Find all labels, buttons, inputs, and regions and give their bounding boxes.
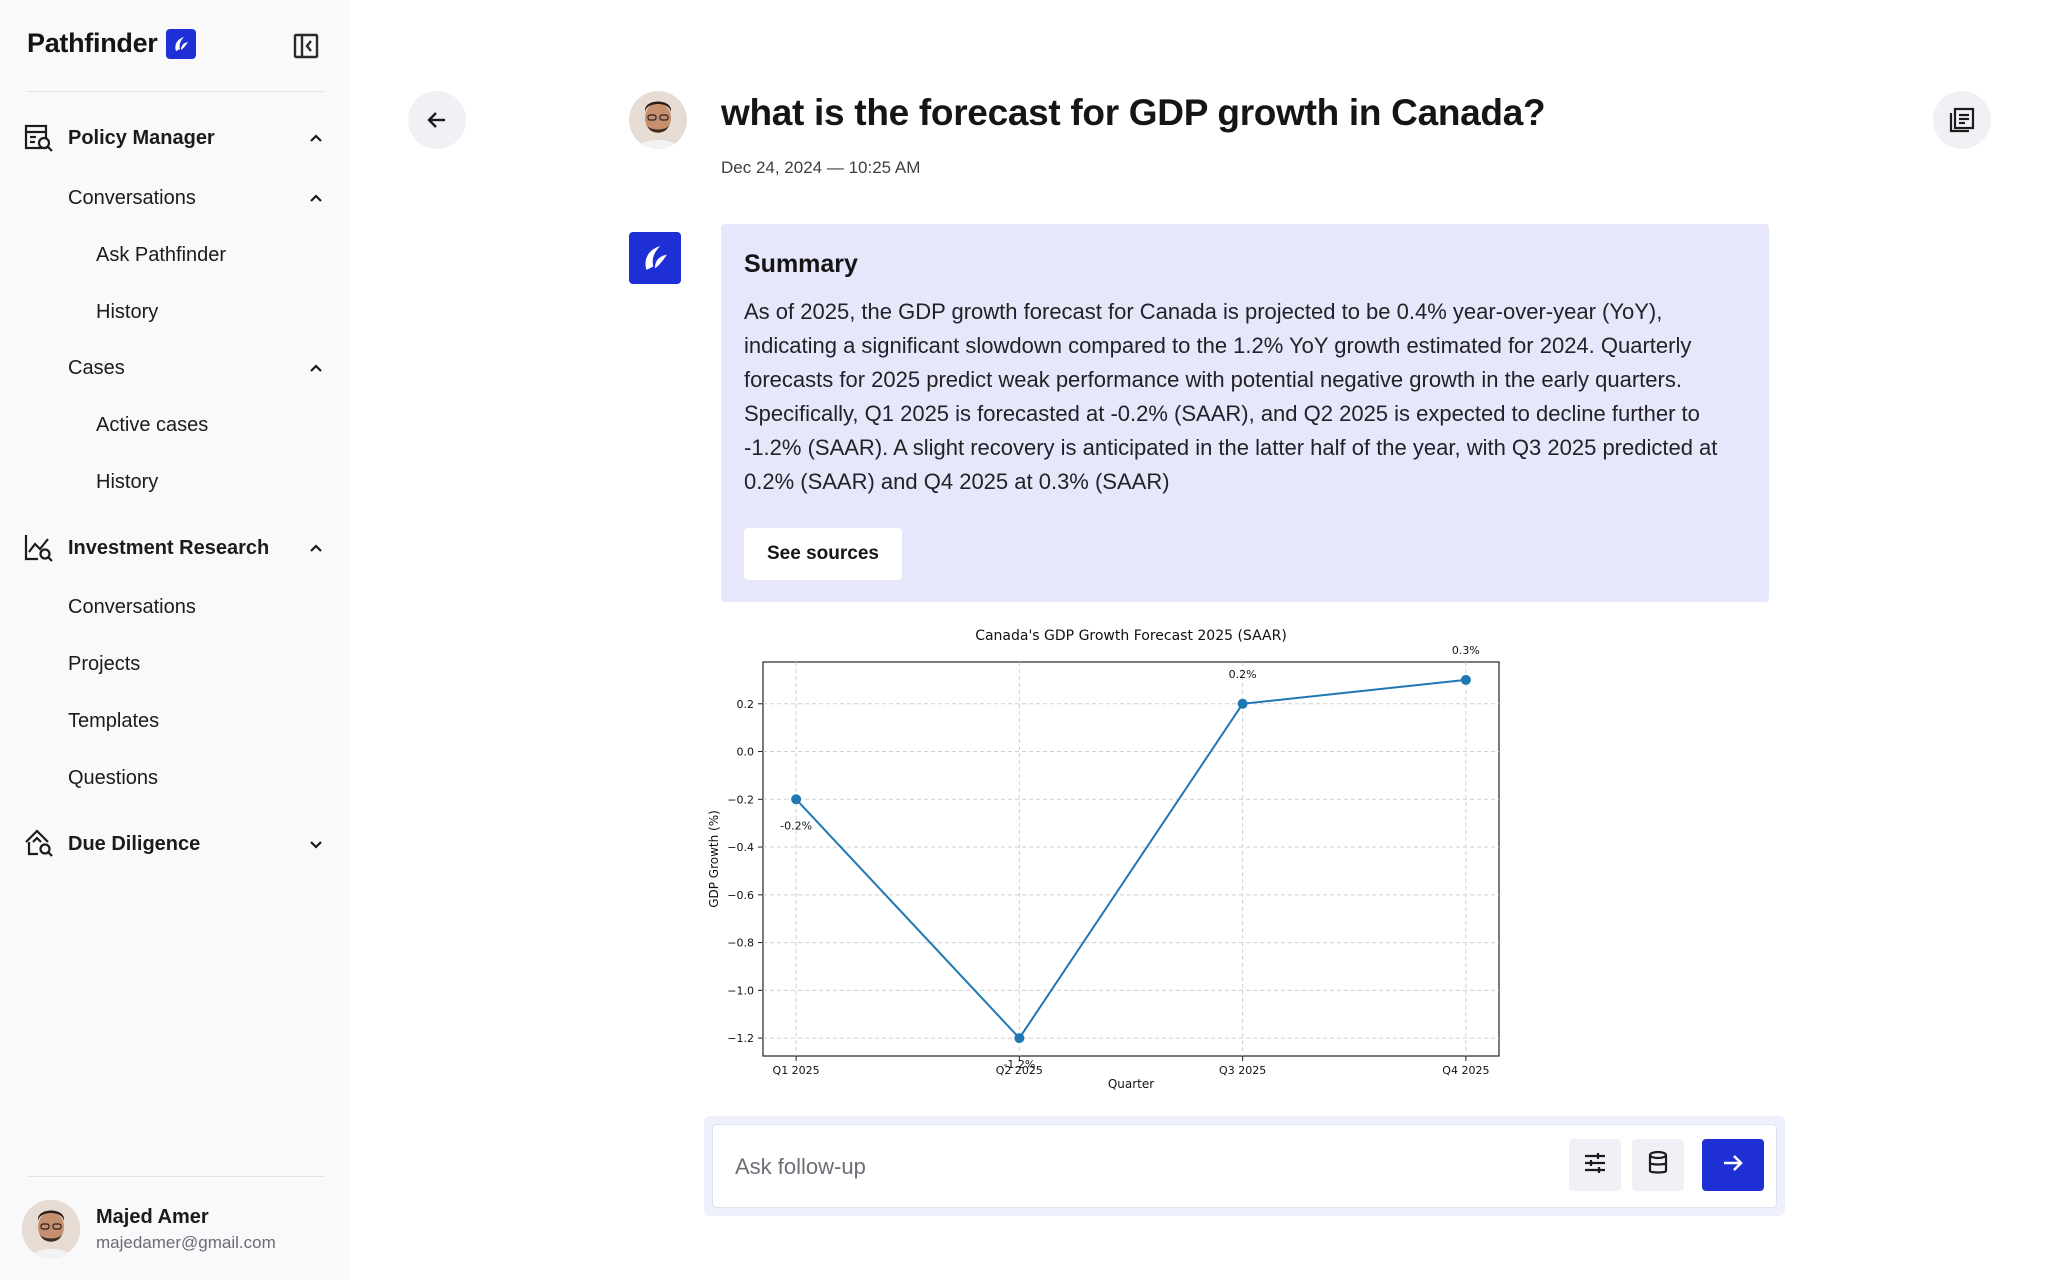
user-name: Majed Amer (96, 1205, 209, 1228)
send-button[interactable] (1702, 1139, 1764, 1191)
y-tick-label: 0.0 (737, 746, 755, 759)
user-email: majedamer@gmail.com (96, 1232, 276, 1252)
chart-title: Canada's GDP Growth Forecast 2025 (SAAR) (975, 628, 1287, 644)
data-label: 0.2% (1229, 668, 1257, 681)
data-point (1460, 674, 1471, 685)
x-tick-label: Q3 2025 (1219, 1064, 1266, 1077)
sidebar-item-label: Templates (68, 709, 160, 732)
user-profile[interactable]: Majed Amer majedamer@gmail.com (22, 1200, 276, 1258)
sidebar-section-label: Policy Manager (68, 126, 215, 149)
chevron-up-icon[interactable] (305, 537, 327, 559)
sidebar-item-label: History (96, 300, 159, 323)
sidebar-item-ir-conversations[interactable]: Conversations (68, 589, 327, 625)
sidebar-item-label: Projects (68, 652, 141, 675)
arrow-right-icon (1720, 1150, 1746, 1181)
y-tick-label: −0.4 (727, 841, 754, 854)
y-tick-label: −0.2 (727, 793, 754, 806)
x-tick-label: Q1 2025 (773, 1064, 820, 1077)
chart-y-ticks: 0.2 0.0 −0.2 −0.4 −0.6 −0.8 −1.0 −1.2 (727, 698, 763, 1045)
x-tick-label: Q2 2025 (996, 1064, 1043, 1077)
question-avatar (629, 91, 687, 149)
composer (704, 1116, 1785, 1216)
chart-y-label: GDP Growth (%) (707, 810, 721, 908)
see-sources-button[interactable]: See sources (744, 528, 902, 580)
sidebar-group-conversations[interactable]: Conversations (68, 180, 327, 216)
sidebar-item-templates[interactable]: Templates (68, 703, 327, 739)
sidebar-section-due-diligence[interactable]: Due Diligence (22, 824, 327, 864)
data-point (1237, 698, 1248, 709)
sidebar-divider (27, 91, 324, 92)
sidebar-item-label: History (96, 470, 159, 493)
chart-plot-area (762, 661, 1500, 1057)
sidebar-group-label: Cases (68, 356, 125, 379)
chart-x-ticks: Q1 2025 Q2 2025 Q3 2025 Q4 2025 (773, 1056, 1489, 1077)
data-label: -1.2% (1003, 1058, 1035, 1071)
notes-button[interactable] (1933, 91, 1991, 149)
chart-search-icon (22, 531, 56, 565)
question-timestamp: Dec 24, 2024 — 10:25 AM (721, 158, 921, 177)
sliders-icon (1582, 1150, 1608, 1181)
x-tick-label: Q4 2025 (1442, 1064, 1489, 1077)
series-line (795, 678, 1466, 1040)
summary-title: Summary (744, 250, 858, 278)
chevron-up-icon[interactable] (305, 357, 327, 379)
sidebar-item-projects[interactable]: Projects (68, 646, 327, 682)
sidebar-group-label: Conversations (68, 186, 196, 209)
brand[interactable]: Pathfinder (27, 28, 196, 59)
chevron-up-icon[interactable] (305, 127, 327, 149)
question-title: what is the forecast for GDP growth in C… (721, 92, 1546, 133)
data-point (1014, 1033, 1025, 1044)
brand-name: Pathfinder (27, 28, 158, 58)
summary-card: Summary As of 2025, the GDP growth forec… (721, 224, 1769, 602)
user-info: Majed Amer majedamer@gmail.com (96, 1206, 276, 1253)
avatar (22, 1200, 80, 1258)
sidebar: Pathfinder Policy Manager Conversations … (0, 0, 350, 1280)
policy-search-icon (22, 121, 56, 155)
sidebar-section-label: Investment Research (68, 536, 270, 559)
sidebar-item-label: Active cases (96, 413, 209, 436)
gdp-forecast-chart: Canada's GDP Growth Forecast 2025 (SAAR)… (707, 628, 1500, 1091)
filters-button[interactable] (1569, 1139, 1621, 1191)
database-button[interactable] (1632, 1139, 1684, 1191)
y-tick-label: −0.6 (727, 889, 754, 902)
sidebar-group-cases[interactable]: Cases (68, 350, 327, 386)
sidebar-section-policy-manager[interactable]: Policy Manager (22, 118, 327, 158)
diligence-search-icon (22, 827, 56, 861)
sidebar-item-cases-history[interactable]: History (96, 464, 327, 500)
sidebar-item-label: Ask Pathfinder (96, 243, 227, 266)
composer-box (712, 1124, 1777, 1208)
follow-up-input[interactable] (735, 1147, 1555, 1187)
y-tick-label: 0.2 (737, 698, 755, 711)
sidebar-item-active-cases[interactable]: Active cases (96, 407, 327, 443)
sidebar-item-history[interactable]: History (96, 294, 327, 330)
data-point (791, 794, 802, 805)
chevron-up-icon[interactable] (305, 187, 327, 209)
database-icon (1646, 1150, 1670, 1181)
sidebar-item-label: Questions (68, 766, 159, 789)
sidebar-section-label: Due Diligence (68, 832, 201, 855)
chevron-down-icon[interactable] (305, 833, 327, 855)
sidebar-divider (27, 1176, 324, 1177)
sidebar-item-label: Conversations (68, 595, 196, 618)
brand-logo-icon (165, 28, 196, 59)
back-button[interactable] (408, 91, 466, 149)
chart-points (791, 674, 1471, 1044)
sidebar-item-questions[interactable]: Questions (68, 760, 327, 796)
pathfinder-logo-icon (629, 232, 681, 284)
collapse-sidebar-button[interactable] (290, 30, 322, 62)
sidebar-item-ask-pathfinder[interactable]: Ask Pathfinder (96, 237, 327, 273)
y-tick-label: −1.0 (727, 984, 754, 997)
data-label: -0.2% (780, 819, 812, 832)
chart-data-labels: -0.2% -1.2% 0.2% 0.3% (780, 644, 1480, 1071)
summary-text: As of 2025, the GDP growth forecast for … (744, 299, 1718, 494)
chart-x-label: Quarter (1108, 1077, 1154, 1091)
data-label: 0.3% (1452, 644, 1480, 657)
sidebar-section-investment-research[interactable]: Investment Research (22, 528, 327, 568)
y-tick-label: −1.2 (727, 1032, 754, 1045)
y-tick-label: −0.8 (727, 937, 754, 950)
